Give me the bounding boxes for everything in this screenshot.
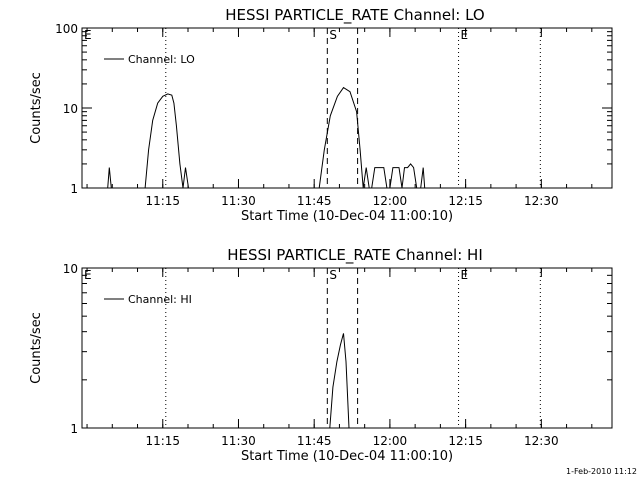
chart-title: HESSI PARTICLE_RATE Channel: LO [225,6,484,25]
x-tick-label: 12:00 [373,434,408,448]
plot-frame [81,267,613,429]
y-axis-label: Counts/sec [29,72,44,144]
y-axis-label: Counts/sec [29,312,44,384]
y-tick-label: 10 [63,262,78,276]
event-marker-label: S [329,28,337,42]
x-tick-label: 12:30 [524,194,559,208]
y-tick-label: 1 [70,182,78,196]
event-marker-label: E [461,28,469,42]
x-tick-label: 12:15 [448,434,483,448]
x-axis-label: Start Time (10-Dec-04 11:00:10) [241,449,453,464]
x-tick-label: 11:15 [145,434,180,448]
x-tick-label: 12:00 [373,194,408,208]
event-marker-label: E [461,268,469,282]
event-marker-label: S [329,268,337,282]
x-tick-label: 12:30 [524,434,559,448]
chart-title: HESSI PARTICLE_RATE Channel: HI [227,246,483,265]
event-marker-label: E [84,268,92,282]
x-tick-label: 11:15 [145,194,180,208]
event-marker-label: E [84,28,92,42]
x-tick-label: 11:30 [221,434,256,448]
series-line [107,86,426,188]
y-tick-label: 100 [55,22,78,36]
x-tick-label: 11:45 [297,194,332,208]
legend-entry: Channel: HI [128,293,192,306]
y-tick-label: 1 [70,422,78,436]
panel-1: HESSI PARTICLE_RATE Channel: LO 1 10 100 11:… [29,6,613,224]
x-axis-label: Start Time (10-Dec-04 11:00:10) [241,209,453,224]
x-tick-label: 11:45 [297,434,332,448]
legend-entry: Channel: LO [128,53,195,66]
panel-2: HESSI PARTICLE_RATE Channel: HI 1 10 11:15 1… [29,246,613,464]
footer-timestamp: 1-Feb-2010 11:12 [566,467,637,476]
y-tick-label: 10 [63,102,78,116]
x-tick-label: 11:30 [221,194,256,208]
x-tick-label: 12:15 [448,194,483,208]
plot-frame [81,27,613,189]
series-line [329,333,350,428]
